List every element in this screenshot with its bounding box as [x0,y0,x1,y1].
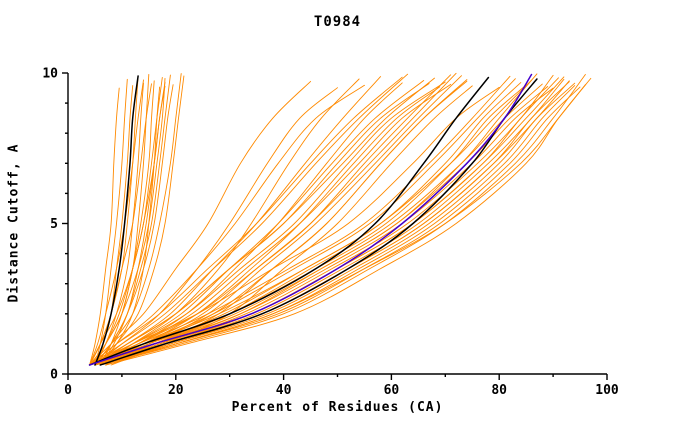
x-tick-label: 20 [168,383,184,398]
model-curve [89,75,511,366]
model-curve [89,83,543,366]
reference-curve-blue [88,73,533,366]
model-curve [89,76,565,366]
model-curve [99,74,586,366]
model-curve [99,74,171,366]
model-curve [94,82,576,366]
model-curve [89,79,144,366]
model-curve [89,80,312,366]
model-curve [89,83,152,366]
x-tick-label: 0 [64,383,72,398]
model-curve [99,74,452,366]
model-curve [105,80,468,366]
model-curve [99,84,586,366]
y-tick-label: 5 [50,217,58,232]
model-curve [89,86,500,366]
model-curve [89,76,403,366]
model-curve [105,85,576,366]
x-tick-label: 40 [276,383,292,398]
model-curve [99,75,185,366]
model-curve [99,85,166,366]
reference-curve-black [94,75,139,366]
y-tick-label: 0 [50,368,58,383]
model-curve [94,77,163,366]
model-curve [89,73,409,366]
chart-title: T0984 [313,14,362,30]
model-curve [105,77,592,366]
x-axis-label: Percent of Residues (CA) [231,400,444,415]
x-tick-label: 100 [595,383,619,398]
model-curve [99,79,468,366]
model-curve [89,87,120,366]
reference-curve-black [88,76,490,366]
x-tick-label: 60 [384,383,400,398]
model-curve [94,83,430,366]
y-tick-label: 10 [42,67,58,82]
x-tick-label: 80 [491,383,507,398]
